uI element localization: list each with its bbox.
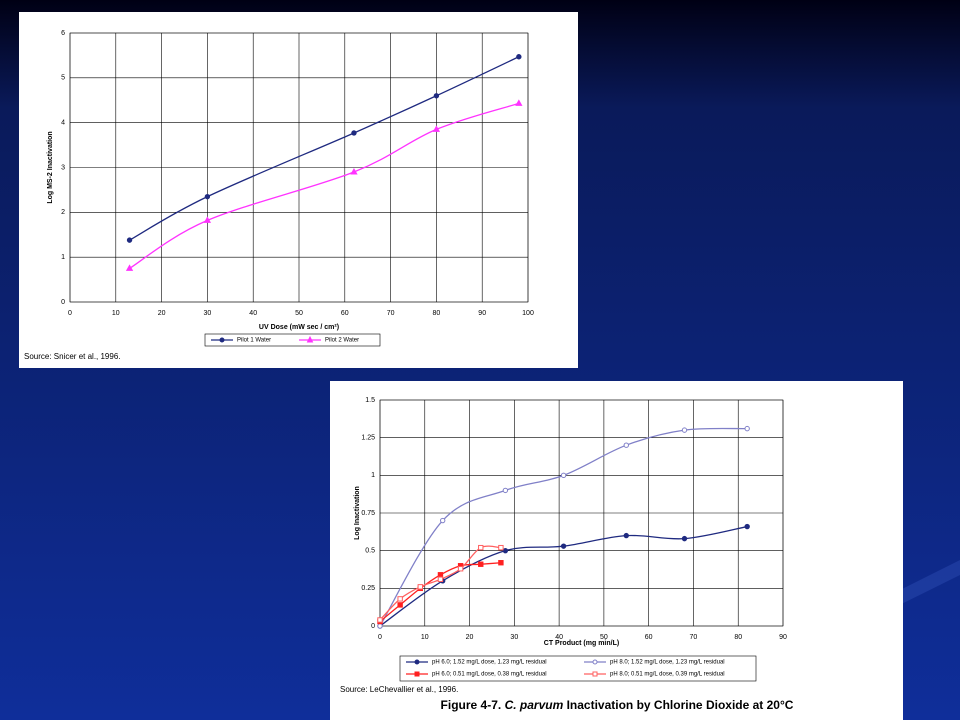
point — [432, 125, 441, 132]
point — [204, 193, 211, 200]
x-tick-label: 40 — [555, 634, 563, 641]
source-note: Source: LeChevallier et al., 1996. — [340, 685, 458, 694]
x-tick-label: 0 — [68, 310, 72, 317]
legend — [399, 655, 757, 682]
x-axis-label: UV Dose (mW sec / cm²) — [259, 324, 339, 331]
point — [515, 99, 523, 106]
x-tick-label: 90 — [478, 310, 486, 317]
x-tick-label: 20 — [158, 310, 166, 317]
y-tick-label: 6 — [61, 30, 65, 37]
x-axis-label: CT Product (mg min/L) — [544, 640, 619, 647]
legend-marker — [414, 671, 420, 677]
y-tick-label: 1.25 — [361, 435, 375, 442]
legend-marker — [414, 659, 420, 665]
chart: 0 10 20 30 40 50 60 70 80 90 0 0.25 0.5 0.75 1 1.25 1.5 C… — [330, 381, 903, 720]
point — [351, 130, 357, 136]
caption-part: Figure 4-7. — [441, 698, 502, 712]
caption-part: Inactivation by Chlorine Dioxide at 20°C — [563, 698, 794, 712]
point — [498, 560, 504, 566]
legend-marker — [592, 671, 598, 677]
point — [125, 264, 134, 271]
legend-marker — [219, 337, 225, 343]
point — [377, 617, 383, 623]
legend — [204, 333, 381, 347]
legend-label: pH 8.0; 1.52 mg/L dose, 1.23 mg/L residu… — [610, 660, 725, 666]
point — [560, 543, 567, 549]
point — [397, 602, 403, 608]
x-tick-label: 60 — [341, 310, 349, 317]
legend-label: pH 6.0; 0.51 mg/L dose, 0.38 mg/L residu… — [432, 672, 547, 678]
y-tick-label: 1.5 — [365, 397, 375, 404]
caption-part: C. parvum — [501, 698, 563, 712]
x-tick-label: 100 — [522, 310, 534, 317]
point — [377, 623, 383, 629]
point — [397, 596, 403, 602]
point — [498, 544, 504, 551]
source-note: Source: Snicer et al., 1996. — [24, 352, 121, 361]
point — [623, 532, 629, 539]
legend-label: Pilot 1 Water — [237, 338, 271, 344]
legend-marker — [306, 335, 314, 343]
point — [623, 442, 629, 448]
x-tick-label: 70 — [690, 634, 698, 641]
legend-label: pH 8.0; 0.51 mg/L dose, 0.39 mg/L residu… — [610, 672, 725, 678]
point — [502, 487, 509, 494]
series-line — [129, 102, 520, 269]
y-tick-label: 0 — [61, 299, 65, 306]
point — [126, 237, 133, 243]
point — [350, 167, 358, 175]
y-axis-label: Log Inactivation — [354, 486, 361, 540]
x-tick-label: 20 — [466, 634, 474, 641]
x-tick-label: 50 — [295, 310, 303, 317]
y-tick-label: 0 — [371, 623, 375, 630]
point — [439, 517, 446, 524]
point — [681, 535, 688, 542]
x-tick-label: 10 — [112, 310, 120, 317]
point — [744, 523, 750, 530]
y-tick-label: 1 — [371, 472, 375, 479]
x-tick-label: 70 — [387, 310, 395, 317]
x-tick-label: 0 — [378, 634, 382, 641]
point — [457, 566, 464, 572]
y-tick-label: 4 — [61, 120, 65, 127]
x-tick-label: 30 — [204, 310, 212, 317]
x-tick-label: 10 — [421, 634, 429, 641]
point — [203, 216, 212, 223]
x-tick-label: 40 — [249, 310, 257, 317]
legend-label: pH 6.0; 1.52 mg/L dose, 1.23 mg/L residu… — [432, 660, 547, 666]
y-tick-label: 3 — [61, 164, 65, 171]
y-tick-label: 2 — [61, 209, 65, 216]
y-tick-label: 0.25 — [361, 585, 375, 592]
legend-label: Pilot 2 Water — [325, 338, 359, 344]
x-tick-label: 60 — [645, 634, 653, 641]
point — [437, 576, 444, 582]
x-tick-label: 80 — [433, 310, 441, 317]
figure-caption: Figure 4-7. C. parvum Inactivation by Ch… — [441, 698, 794, 712]
x-tick-label: 30 — [510, 634, 518, 641]
y-tick-label: 1 — [61, 254, 65, 261]
point — [478, 544, 484, 551]
point — [560, 472, 567, 479]
y-axis-label: Log MS-2 Inactivation — [47, 131, 54, 203]
x-tick-label: 50 — [600, 634, 608, 641]
y-tick-label: 5 — [61, 75, 65, 82]
point — [502, 547, 509, 554]
series-line — [129, 56, 520, 241]
point — [433, 93, 440, 99]
legend-marker — [592, 659, 598, 665]
point — [437, 572, 444, 578]
point — [478, 561, 484, 567]
y-tick-label: 0.75 — [361, 510, 375, 517]
point — [516, 54, 522, 60]
point — [744, 425, 750, 432]
chart: 0 10 20 30 40 50 60 70 80 90 100 0 1 2 3 4 5 6 UV Dose (mW… — [19, 12, 578, 368]
x-tick-label: 80 — [734, 634, 742, 641]
point — [417, 584, 424, 590]
x-tick-label: 90 — [779, 634, 787, 641]
y-tick-label: 0.5 — [365, 548, 375, 555]
point — [681, 427, 688, 433]
